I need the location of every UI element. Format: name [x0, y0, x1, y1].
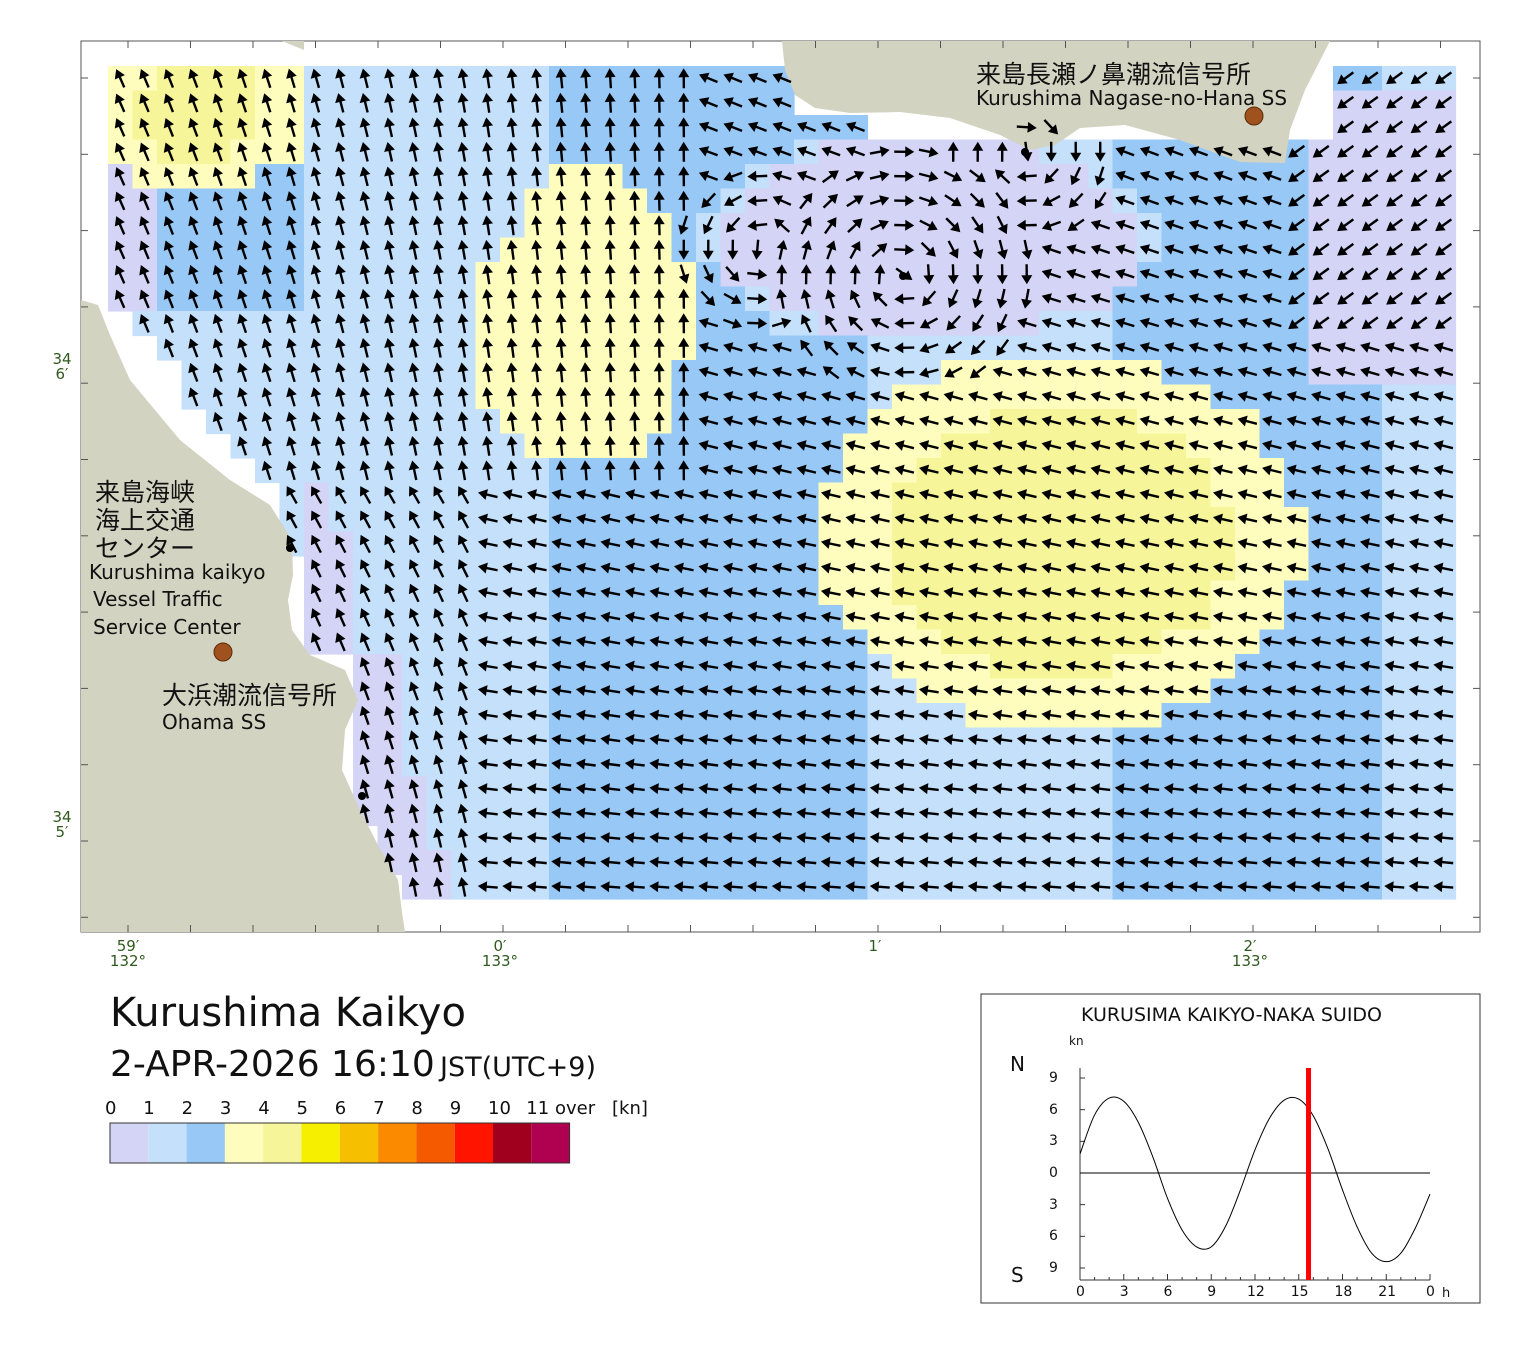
legend-unit-label: [kn]	[612, 1098, 648, 1119]
legend-bin	[339, 1123, 379, 1163]
tide-x-unit: h	[1442, 1286, 1451, 1301]
tide-north-label: N	[1010, 1052, 1025, 1076]
land-small-sw-block	[378, 915, 396, 932]
nagase-station-label-en: Kurushima Nagase-no-Hana SS	[976, 86, 1288, 110]
tide-x-tick-label: 12	[1247, 1284, 1265, 1300]
lat-min: 6′	[55, 365, 69, 383]
legend-tick-label: 11	[526, 1098, 550, 1119]
legend-bin	[416, 1123, 455, 1163]
vortex-center-dot	[899, 272, 907, 280]
legend-tick-label: 1	[143, 1098, 155, 1119]
legend-tick-label: 8	[411, 1098, 423, 1119]
tide-y-tick-label: 6	[1049, 1228, 1058, 1245]
legend-tick-label: 5	[296, 1098, 308, 1119]
tide-y-tick-label: 6	[1049, 1101, 1058, 1118]
tide-south-label: S	[1011, 1263, 1024, 1287]
lon-min: 1′	[868, 937, 882, 955]
legend-bin	[301, 1123, 340, 1163]
ohama-station-marker[interactable]	[213, 642, 233, 662]
lon-deg: 133°	[481, 952, 519, 970]
legend-color-bar	[109, 1122, 571, 1164]
vts-label-en-1: Kurushima kaikyo	[89, 560, 266, 584]
vts-label-en-3: Service Center	[93, 615, 241, 639]
page-title: Kurushima Kaikyo	[110, 990, 466, 1036]
tide-graph-unit: kn	[1069, 1034, 1084, 1048]
legend-bin	[378, 1123, 417, 1163]
legend-bin	[531, 1123, 570, 1163]
vts-marker-dot	[286, 544, 294, 552]
tide-y-tick-label: 3	[1049, 1133, 1058, 1150]
lon-deg: 132°	[109, 952, 147, 970]
vortex-center-dot	[1021, 148, 1029, 156]
legend-bin	[186, 1123, 225, 1163]
lon-deg: 133°	[1231, 952, 1269, 970]
legend-bin	[110, 1123, 149, 1163]
eddy-dot	[358, 792, 366, 800]
tide-y-tick-label: 9	[1049, 1070, 1058, 1086]
legend-tick-label: 10	[488, 1098, 511, 1119]
tide-y-tick-label: 9	[1049, 1260, 1058, 1276]
lat-label-6: 34 6′	[48, 352, 76, 382]
lon-label-0: 0′ 133°	[480, 939, 520, 969]
legend-bin	[493, 1123, 532, 1163]
lon-label-1: 1′	[855, 939, 895, 954]
legend-bin	[224, 1123, 264, 1163]
legend-tick-label: 0	[105, 1098, 117, 1119]
lat-label-5: 34 5′	[48, 810, 76, 840]
timezone-label: JST(UTC+9)	[440, 1052, 596, 1083]
ohama-station-label-en: Ohama SS	[162, 710, 267, 734]
tide-y-tick-label: 0	[1049, 1165, 1058, 1181]
tide-x-tick-label: 18	[1334, 1284, 1353, 1300]
tide-y-tick-label: 3	[1049, 1196, 1058, 1213]
tide-x-tick-label: 0	[1076, 1284, 1085, 1300]
tide-x-tick-label: 0	[1426, 1284, 1435, 1300]
lon-label-2: 2′ 133°	[1230, 939, 1270, 969]
lon-label-59: 59′ 132°	[108, 939, 148, 969]
legend-tick-label: 3	[219, 1098, 232, 1119]
forecast-datetime: 2-APR-2026 16:10	[110, 1044, 435, 1085]
tide-x-tick-label: 21	[1378, 1284, 1397, 1300]
legend-tick-label: 2	[181, 1098, 194, 1119]
vts-label-en-2: Vessel Traffic	[93, 587, 223, 611]
tide-x-tick-label: 15	[1290, 1284, 1309, 1300]
legend-tick-label: 6	[334, 1098, 347, 1119]
legend-over-label: over	[555, 1098, 596, 1119]
tide-x-tick-label: 6	[1163, 1284, 1173, 1300]
tide-graph-title: KURUSIMA KAIKYO-NAKA SUIDO	[1081, 1004, 1383, 1026]
legend-tick-label: 9	[449, 1098, 462, 1119]
legend-bin	[148, 1123, 187, 1163]
tide-x-tick-label: 3	[1119, 1284, 1129, 1300]
legend-tick-label: 4	[258, 1098, 270, 1119]
legend-bin	[454, 1123, 493, 1163]
tide-x-tick-label: 9	[1207, 1284, 1217, 1300]
legend-bin	[263, 1123, 302, 1163]
lat-min: 5′	[55, 823, 69, 841]
ohama-station-label-jp: 大浜潮流信号所	[162, 681, 338, 710]
legend-tick-label: 7	[373, 1098, 385, 1119]
